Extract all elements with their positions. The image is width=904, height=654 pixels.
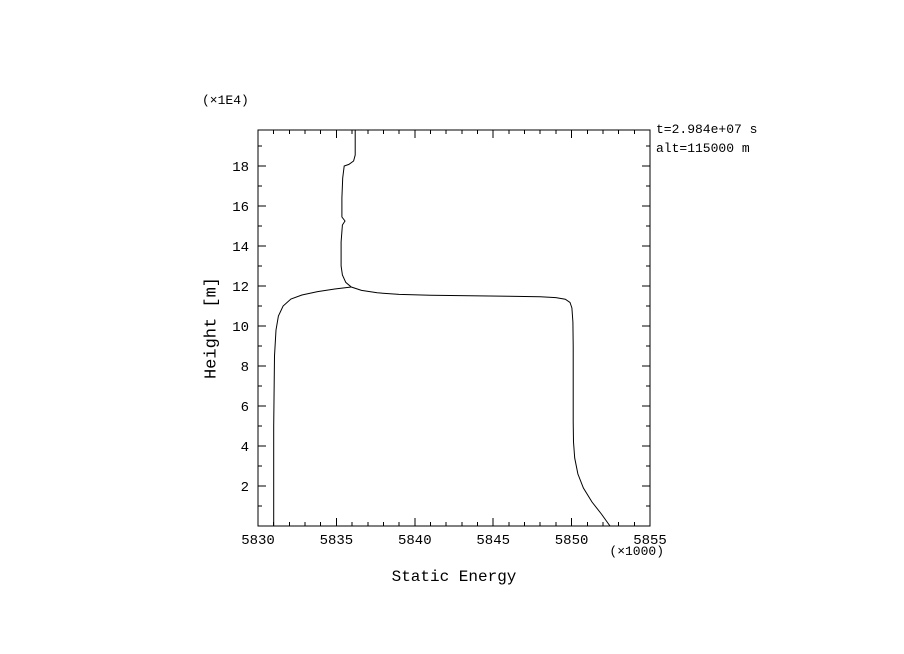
y-tick-label: 2: [241, 480, 249, 496]
x-tick-label: 5850: [555, 533, 589, 549]
annotation-block: t=2.984e+07 s alt=115000 m: [656, 120, 757, 158]
x-axis-scale-note: (×1000): [609, 544, 664, 559]
y-tick-label: 12: [232, 280, 249, 296]
x-tick-label: 5830: [241, 533, 275, 549]
x-axis-title: Static Energy: [391, 568, 517, 586]
x-tick-label: 5845: [476, 533, 510, 549]
series-static-energy-profile: [340, 130, 611, 527]
x-tick-label: 5835: [320, 533, 354, 549]
x-tick-label: 5855: [633, 533, 667, 549]
y-tick-label: 14: [232, 240, 249, 256]
y-axis-scale-note: (×1E4): [202, 93, 249, 108]
y-tick-label: 8: [241, 360, 249, 376]
y-tick-label: 6: [241, 400, 249, 416]
plot-frame: [257, 129, 651, 527]
y-tick-label: 18: [232, 160, 249, 176]
annotation-altitude: alt=115000 m: [656, 141, 750, 156]
y-tick-label: 10: [232, 320, 249, 336]
y-axis-title: Height [m]: [202, 276, 222, 380]
x-tick-label: 5840: [398, 533, 432, 549]
y-tick-label: 16: [232, 200, 249, 216]
annotation-time: t=2.984e+07 s: [656, 122, 758, 137]
series-surface-branch: [273, 286, 352, 526]
y-tick-label: 4: [241, 440, 249, 456]
